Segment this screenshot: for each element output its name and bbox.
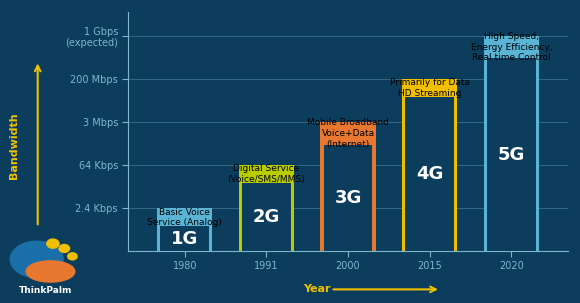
Text: Year: Year (303, 284, 331, 295)
FancyBboxPatch shape (157, 208, 212, 251)
Text: Bandwidth: Bandwidth (9, 112, 20, 179)
FancyBboxPatch shape (320, 122, 376, 251)
Circle shape (59, 245, 70, 252)
Text: High Speed,
Energy Efficiency,
Real time Control: High Speed, Energy Efficiency, Real time… (470, 32, 552, 62)
Text: Primarily for Data
HD Streaming: Primarily for Data HD Streaming (390, 78, 470, 98)
Text: Mobile Broadband
Voice+Data
(Internet): Mobile Broadband Voice+Data (Internet) (307, 118, 389, 148)
FancyBboxPatch shape (324, 124, 372, 251)
Text: 2G: 2G (253, 208, 280, 226)
FancyBboxPatch shape (405, 81, 454, 251)
Text: 5G: 5G (498, 146, 525, 164)
Circle shape (47, 239, 59, 248)
Text: 4G: 4G (416, 165, 443, 183)
Text: 3G: 3G (334, 189, 362, 207)
Text: Basic Voice
Service (Analog): Basic Voice Service (Analog) (147, 208, 222, 227)
FancyBboxPatch shape (238, 165, 294, 251)
Ellipse shape (26, 261, 75, 282)
FancyBboxPatch shape (242, 166, 291, 183)
FancyBboxPatch shape (402, 79, 458, 251)
Text: Digital Service
(Voice/SMS/MMS): Digital Service (Voice/SMS/MMS) (227, 165, 305, 184)
Text: 1G: 1G (171, 230, 198, 248)
FancyBboxPatch shape (160, 210, 209, 251)
Text: ThinkPalm: ThinkPalm (19, 286, 72, 295)
FancyBboxPatch shape (324, 123, 372, 145)
FancyBboxPatch shape (160, 209, 209, 226)
FancyBboxPatch shape (484, 36, 539, 251)
FancyBboxPatch shape (487, 37, 536, 58)
FancyBboxPatch shape (405, 80, 454, 97)
FancyBboxPatch shape (242, 167, 291, 251)
Ellipse shape (10, 241, 63, 278)
FancyBboxPatch shape (487, 38, 536, 251)
Circle shape (68, 253, 77, 260)
